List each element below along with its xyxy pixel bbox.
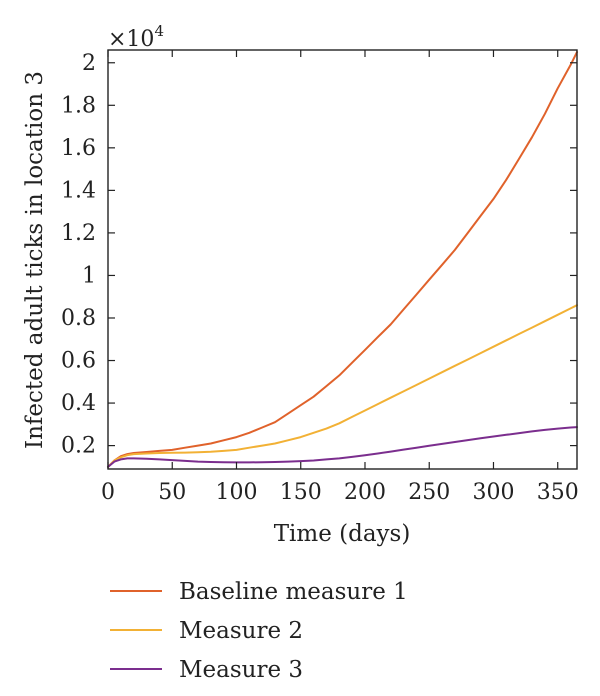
y-tick-label: 2	[82, 51, 96, 76]
series-line-1	[107, 51, 578, 468]
x-axis-label: Time (days)	[274, 521, 411, 547]
legend-item: Measure 2	[110, 618, 303, 644]
legend-item: Baseline measure 1	[110, 579, 408, 605]
legend: Baseline measure 1 Measure 2 Measure 3	[110, 579, 408, 683]
y-axis-multiplier-exponent: 4	[154, 22, 164, 40]
y-tick-label: 1	[82, 263, 96, 288]
series-layer	[107, 51, 578, 468]
y-axis-label: Infected adult ticks in location 3	[22, 71, 48, 449]
x-tick-label: 200	[344, 480, 386, 505]
y-axis-multiplier: ×104	[108, 22, 164, 52]
y-tick-label: 0.6	[61, 349, 96, 374]
y-tick-label: 1.8	[61, 93, 96, 118]
plot-frame	[107, 49, 578, 470]
y-tick-label: 1.4	[61, 178, 96, 203]
x-tick-label: 50	[158, 480, 186, 505]
legend-label: Measure 2	[179, 618, 303, 644]
y-tick-label: 0.4	[61, 391, 96, 416]
legend-label: Baseline measure 1	[179, 579, 408, 605]
x-axis: 0 50 100 150 200 250 300 350	[101, 50, 579, 505]
x-tick-label: 0	[101, 480, 115, 505]
y-tick-label: 0.8	[61, 306, 96, 331]
x-tick-label: 150	[280, 480, 322, 505]
x-tick-label: 350	[537, 480, 579, 505]
y-axis: 0.2 0.4 0.6 0.8 1 1.2 1.4 1.6 1.8 2	[61, 51, 577, 459]
y-tick-label: 1.6	[61, 136, 96, 161]
y-tick-label: 1.2	[61, 221, 96, 246]
x-tick-label: 100	[215, 480, 257, 505]
legend-item: Measure 3	[110, 657, 303, 683]
series-line-2	[107, 304, 578, 468]
series-line-3	[107, 426, 578, 468]
x-tick-label: 300	[472, 480, 514, 505]
legend-label: Measure 3	[179, 657, 303, 683]
y-tick-label: 0.2	[61, 434, 96, 459]
x-tick-label: 250	[408, 480, 450, 505]
